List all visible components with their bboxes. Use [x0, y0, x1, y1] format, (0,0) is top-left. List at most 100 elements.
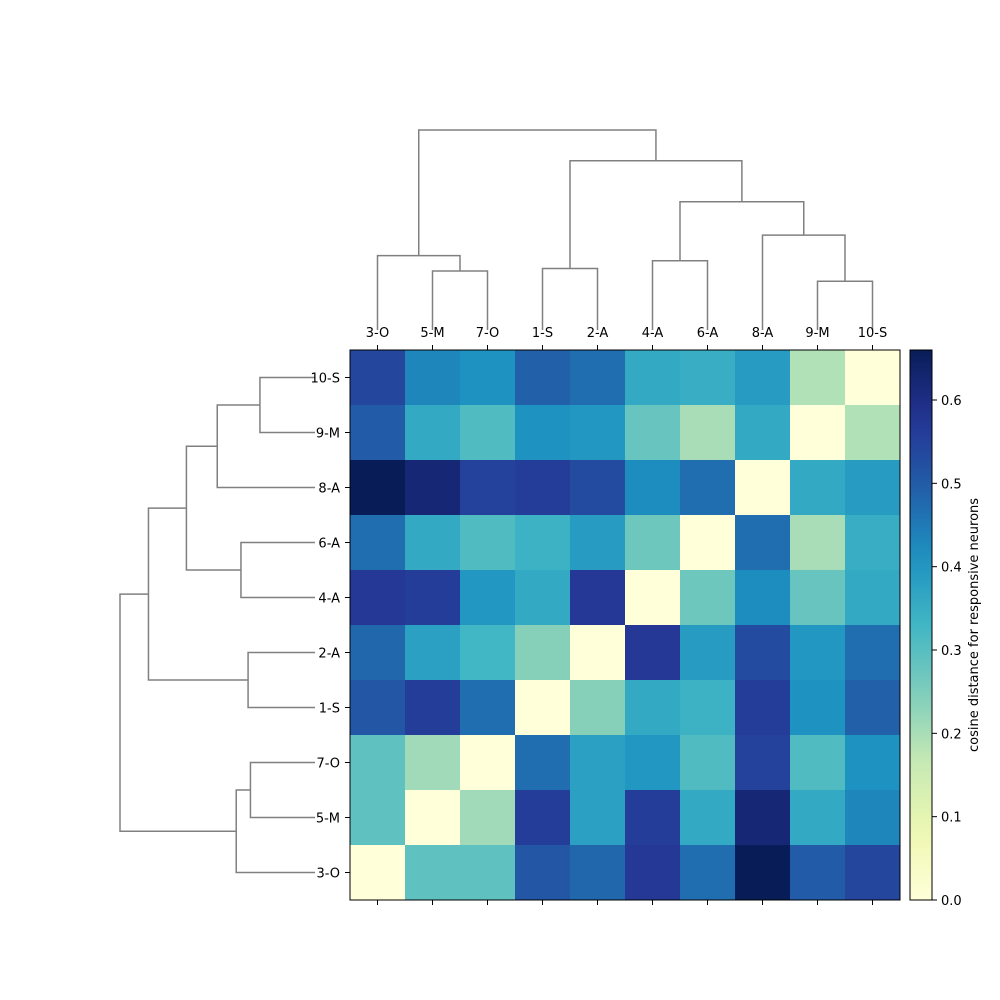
column-label-7-O: 7-O: [476, 326, 500, 341]
row-dendrogram-link-3: [240, 541, 315, 599]
column-label-1-S: 1-S: [532, 326, 553, 341]
heatmap-cell-6-A-8-A: [735, 515, 791, 571]
heatmap-cell-4-A-10-S: [845, 570, 901, 626]
heatmap-cell-8-A-2-A: [570, 460, 626, 516]
heatmap-cell-5-M-1-S: [515, 790, 571, 846]
heatmap-cell-1-S-9-M: [790, 680, 846, 736]
heatmap-cell-6-A-3-O: [350, 515, 406, 571]
column-dendrogram-link-0: [431, 270, 489, 330]
column-tick-labels: 3-O 5-M 7-O 1-S 2-A 4-A 6-A 8-A 9-M 10-S: [366, 326, 888, 905]
colorbar-tick-label: 0.2: [941, 727, 962, 742]
colorbar-tick-label: 0.3: [941, 644, 962, 659]
row-label-9-M: 9-M: [316, 427, 340, 442]
heatmap-cell-9-M-4-A: [625, 405, 681, 461]
heatmap-cell-3-O-6-A: [680, 845, 736, 901]
heatmap-cell-9-M-6-A: [680, 405, 736, 461]
column-label-6-A: 6-A: [697, 326, 719, 341]
heatmap-cell-1-S-4-A: [625, 680, 681, 736]
row-label-7-O: 7-O: [316, 757, 340, 772]
heatmap-cell-7-O-5-M: [405, 735, 461, 791]
colorbar-label: cosine distance for responsive neurons: [967, 498, 982, 752]
row-label-8-A: 8-A: [318, 482, 340, 497]
heatmap-cell-5-M-3-O: [350, 790, 406, 846]
heatmap-cell-4-A-2-A: [570, 570, 626, 626]
heatmap-cell-3-O-7-O: [460, 845, 516, 901]
heatmap-cell-3-O-5-M: [405, 845, 461, 901]
heatmap-cell-7-O-6-A: [680, 735, 736, 791]
heatmap-cell-2-A-4-A: [625, 625, 681, 681]
row-label-3-O: 3-O: [316, 867, 340, 882]
heatmap-cell-3-O-2-A: [570, 845, 626, 901]
colorbar-gradient: [909, 349, 933, 901]
column-dendrogram-link-8: [418, 129, 657, 256]
heatmap-cell-1-S-3-O: [350, 680, 406, 736]
heatmap-cell-8-A-1-S: [515, 460, 571, 516]
row-dendrogram-link-0: [249, 761, 315, 819]
heatmap-cell-9-M-1-S: [515, 405, 571, 461]
heatmap-cell-3-O-9-M: [790, 845, 846, 901]
heatmap-cell-1-S-8-A: [735, 680, 791, 736]
heatmap-cell-4-A-7-O: [460, 570, 516, 626]
column-label-2-A: 2-A: [587, 326, 609, 341]
heatmap-cell-3-O-3-O: [350, 845, 406, 901]
row-label-2-A: 2-A: [318, 647, 340, 662]
row-dendrogram-link-1: [235, 789, 315, 874]
heatmap-cell-7-O-2-A: [570, 735, 626, 791]
heatmap-cell-2-A-2-A: [570, 625, 626, 681]
heatmap-cell-5-M-8-A: [735, 790, 791, 846]
heatmap-cell-6-A-5-M: [405, 515, 461, 571]
heatmap-cell-9-M-9-M: [790, 405, 846, 461]
heatmap-cell-6-A-10-S: [845, 515, 901, 571]
heatmap-cell-1-S-7-O: [460, 680, 516, 736]
column-dendrogram-link-6: [679, 201, 805, 261]
colorbar: 0.0 0.1 0.2 0.3 0.4 0.5 0.6 cosine distance for…: [909, 349, 982, 909]
row-dendrogram-link-5: [216, 404, 315, 489]
row-dendrogram-link-7: [147, 507, 249, 681]
row-tick-labels: 10-S 9-M 8-A 6-A 4-A 2-A 1-S 7-O 5-M 3-O: [311, 372, 350, 882]
heatmap-cell-4-A-9-M: [790, 570, 846, 626]
heatmap-cell-5-M-2-A: [570, 790, 626, 846]
heatmap-cell-3-O-1-S: [515, 845, 571, 901]
heatmap-cell-7-O-9-M: [790, 735, 846, 791]
heatmap-cell-9-M-5-M: [405, 405, 461, 461]
heatmap-cell-7-O-4-A: [625, 735, 681, 791]
heatmap-cell-4-A-5-M: [405, 570, 461, 626]
column-label-3-O: 3-O: [366, 326, 390, 341]
heatmap-cell-6-A-1-S: [515, 515, 571, 571]
heatmap-cell-1-S-10-S: [845, 680, 901, 736]
heatmap-cell-1-S-5-M: [405, 680, 461, 736]
heatmap-cell-8-A-6-A: [680, 460, 736, 516]
heatmap-cell-9-M-8-A: [735, 405, 791, 461]
heatmap-cell-4-A-6-A: [680, 570, 736, 626]
heatmap-cell-4-A-4-A: [625, 570, 681, 626]
row-label-1-S: 1-S: [319, 702, 340, 717]
heatmap-cell-9-M-2-A: [570, 405, 626, 461]
heatmap-cell-8-A-8-A: [735, 460, 791, 516]
heatmap-cell-8-A-10-S: [845, 460, 901, 516]
heatmap-cell-6-A-6-A: [680, 515, 736, 571]
heatmap-cell-10-S-1-S: [515, 350, 571, 406]
heatmap-cell-8-A-3-O: [350, 460, 406, 516]
heatmap-cell-8-A-9-M: [790, 460, 846, 516]
row-label-5-M: 5-M: [316, 812, 340, 827]
column-dendrogram-link-1: [376, 254, 461, 330]
heatmap-cell-2-A-6-A: [680, 625, 736, 681]
heatmap-cell-5-M-6-A: [680, 790, 736, 846]
heatmap-cell-10-S-6-A: [680, 350, 736, 406]
column-dendrogram-link-2: [541, 267, 599, 330]
heatmap-cell-1-S-6-A: [680, 680, 736, 736]
heatmap-cell-7-O-10-S: [845, 735, 901, 791]
column-dendrogram-link-4: [816, 280, 874, 330]
heatmap-cell-9-M-7-O: [460, 405, 516, 461]
heatmap-cell-7-O-1-S: [515, 735, 571, 791]
heatmap-cell-9-M-10-S: [845, 405, 901, 461]
heatmap-cell-10-S-3-O: [350, 350, 406, 406]
heatmap-cell-3-O-10-S: [845, 845, 901, 901]
heatmap-cell-7-O-8-A: [735, 735, 791, 791]
colorbar-tick-label: 0.4: [941, 561, 962, 576]
heatmap-cell-2-A-5-M: [405, 625, 461, 681]
row-dendrogram-link-8: [119, 593, 237, 832]
column-dendrogram-link-7: [569, 160, 743, 269]
column-label-10-S: 10-S: [858, 326, 888, 341]
row-label-6-A: 6-A: [318, 537, 340, 552]
